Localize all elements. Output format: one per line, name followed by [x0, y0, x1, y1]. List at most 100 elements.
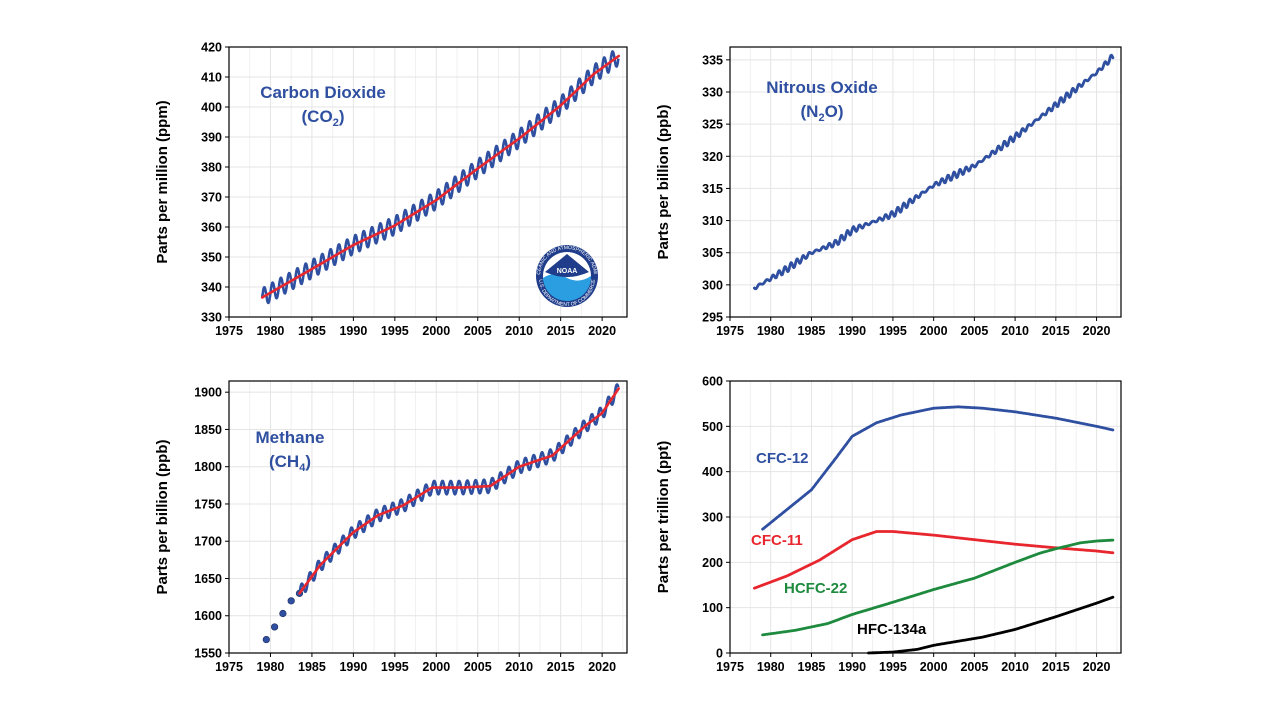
y-tick-label: 350: [201, 251, 222, 265]
x-tick-label: 2020: [588, 324, 616, 338]
x-tick-label: 2020: [1083, 660, 1111, 674]
plot-frame: [228, 380, 628, 654]
y-tick-label: 340: [201, 281, 222, 295]
x-tick-label: 2015: [1042, 324, 1070, 338]
y-tick-label: 1600: [194, 609, 222, 623]
y-tick-label: 420: [201, 41, 222, 55]
y-tick-label: 305: [702, 246, 723, 260]
x-tick-label: 1980: [757, 324, 785, 338]
y-tick-label: 390: [201, 131, 222, 145]
logo-name: NOAA: [557, 268, 578, 275]
x-tick-label: 2010: [1001, 660, 1029, 674]
y-tick-label: 300: [702, 278, 723, 292]
x-tick-label: 1990: [838, 324, 866, 338]
x-tick-label: 1995: [381, 660, 409, 674]
y-axis-label: Parts per million (ppm): [154, 100, 171, 263]
x-tick-label: 1975: [215, 660, 243, 674]
x-tick-label: 1985: [798, 324, 826, 338]
series-trend: [260, 54, 621, 299]
x-tick-label: 1980: [257, 324, 285, 338]
y-axis-label: Parts per billion (ppb): [655, 104, 672, 259]
x-tick-label: 1990: [838, 660, 866, 674]
formula-close: ): [305, 452, 311, 471]
x-tick-label: 2010: [505, 660, 533, 674]
y-tick-label: 295: [702, 311, 723, 325]
y-tick-label: 1850: [194, 423, 222, 437]
plot-frame: [729, 46, 1122, 318]
chart-title: Nitrous Oxide: [766, 78, 877, 97]
y-tick-label: 500: [702, 420, 723, 434]
series-trend: [298, 387, 621, 595]
y-tick-label: 200: [702, 556, 723, 570]
x-tick-label: 2015: [547, 324, 575, 338]
x-tick-label: 1975: [716, 324, 744, 338]
y-tick-label: 330: [702, 86, 723, 100]
x-tick-label: 1985: [798, 660, 826, 674]
chart-formula: (CO2): [302, 107, 345, 129]
formula-main: (N: [801, 102, 819, 121]
logo-ring-text: NATIONAL OCEANIC AND ATMOSPHERIC ADMINIS…: [0, 0, 598, 275]
series-label: CFC-12: [756, 450, 809, 467]
x-tick-label: 2000: [422, 660, 450, 674]
x-tick-label: 1985: [298, 660, 326, 674]
data-point: [287, 597, 295, 605]
y-tick-label: 330: [201, 311, 222, 325]
y-tick-label: 380: [201, 161, 222, 175]
chart-formula: (CH4): [269, 452, 311, 474]
y-tick-label: 400: [201, 101, 222, 115]
x-tick-label: 1990: [339, 660, 367, 674]
series-hcfc-22: [761, 538, 1115, 637]
y-tick-label: 1800: [194, 460, 222, 474]
y-axis-label: Parts per billion (ppb): [154, 439, 171, 594]
x-tick-label: 2010: [505, 324, 533, 338]
y-tick-label: 320: [702, 150, 723, 164]
logo-wave: [543, 274, 592, 302]
x-tick-label: 2005: [960, 660, 988, 674]
series-hfc-134a: [867, 595, 1115, 655]
x-tick-label: 2000: [920, 324, 948, 338]
chart-title: Carbon Dioxide: [260, 83, 386, 102]
series-cfc-12: [761, 405, 1115, 531]
x-tick-label: 2015: [547, 660, 575, 674]
series-label: HCFC-22: [784, 580, 847, 597]
series-label: CFC-11: [751, 532, 803, 549]
x-tick-label: 1975: [716, 660, 744, 674]
x-tick-label: 2010: [1001, 324, 1029, 338]
x-tick-label: 2005: [464, 660, 492, 674]
chart-n2o: 1975 1980 1985 1990 1995 2000 2005 2010 2015 2020…: [655, 46, 1122, 338]
series-label: HFC-134a: [857, 621, 927, 638]
plot-frame: [228, 46, 628, 318]
formula-subscript: 2: [333, 117, 339, 129]
y-tick-label: 335: [702, 53, 723, 67]
chart-title: Methane: [256, 428, 325, 447]
formula-close: O): [825, 102, 844, 121]
formula-subscript: 2: [818, 112, 824, 124]
x-tick-label: 1980: [757, 660, 785, 674]
series-monthly: [298, 383, 620, 594]
y-tick-label: 1700: [194, 535, 222, 549]
x-tick-label: 2020: [1083, 324, 1111, 338]
y-tick-label: 1550: [194, 647, 222, 661]
y-tick-label: 300: [702, 511, 723, 525]
chart-formula: (N2O): [801, 102, 844, 124]
formula-main: (CO: [302, 107, 333, 126]
y-tick-label: 410: [201, 71, 222, 85]
series-cfc-11: [753, 530, 1115, 590]
x-tick-label: 1975: [215, 324, 243, 338]
x-tick-label: 2020: [588, 660, 616, 674]
x-tick-label: 1990: [339, 324, 367, 338]
x-tick-label: 2005: [960, 324, 988, 338]
x-tick-label: 1985: [298, 324, 326, 338]
formula-main: (CH: [269, 452, 299, 471]
x-tick-label: 1995: [381, 324, 409, 338]
y-tick-label: 315: [702, 182, 723, 196]
chart-ch4: 1975 1980 1985 1990 1995 2000 2005 2010 2015 2020…: [154, 380, 628, 674]
x-tick-label: 2000: [422, 324, 450, 338]
formula-subscript: 4: [299, 462, 306, 474]
y-tick-label: 1900: [194, 386, 222, 400]
x-tick-label: 1995: [879, 660, 907, 674]
formula-close: ): [339, 107, 345, 126]
series-monthly: [753, 53, 1115, 291]
y-axis-label: Parts per trillion (ppt): [655, 441, 672, 594]
